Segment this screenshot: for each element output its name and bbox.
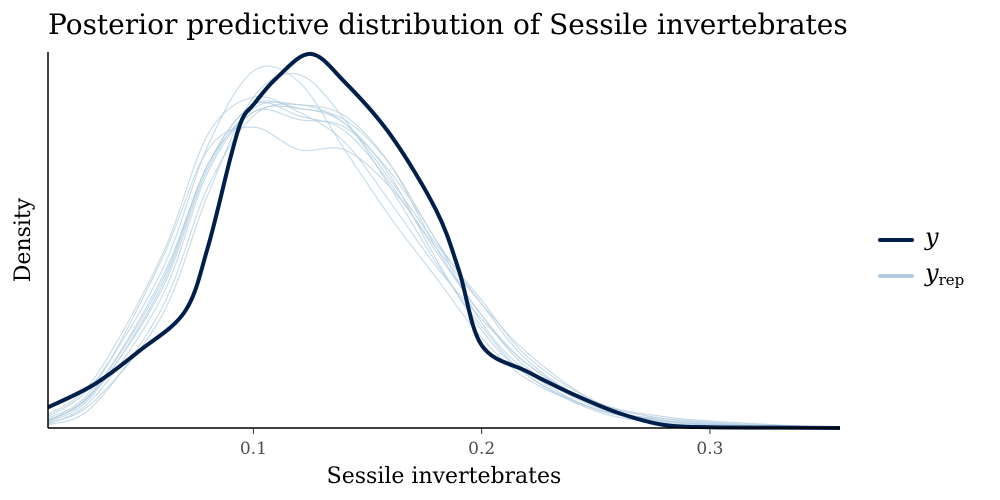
- x-tick-label: 0.2: [468, 439, 495, 459]
- y-axis-label: Density: [11, 197, 36, 282]
- x-tick-layer: 0.1 0.2 0.3: [240, 428, 723, 459]
- series-line-yrep-7: [47, 105, 841, 429]
- series-layer: [47, 51, 841, 430]
- series-line-yrep-1: [47, 101, 841, 429]
- x-axis-label: Sessile invertebrates: [327, 464, 562, 489]
- x-tick-label: 0.1: [240, 439, 267, 459]
- series-line-yrep-8: [47, 103, 841, 429]
- series-line-yrep-6: [47, 73, 841, 429]
- series-line-yrep-10: [47, 101, 841, 429]
- series-line-yrep-2: [47, 108, 841, 429]
- legend: y yrep: [878, 223, 964, 289]
- legend-y-label: y: [924, 223, 939, 251]
- chart-title: Posterior predictive distribution of Ses…: [48, 8, 848, 41]
- legend-yrep-main: y: [924, 259, 939, 287]
- series-line-y: [47, 51, 841, 430]
- legend-yrep-label: yrep: [924, 259, 964, 289]
- series-line-yrep-3: [47, 65, 841, 429]
- x-tick-label: 0.3: [696, 439, 723, 459]
- legend-yrep-subscript: rep: [939, 271, 965, 289]
- series-line-yrep-4: [47, 100, 841, 429]
